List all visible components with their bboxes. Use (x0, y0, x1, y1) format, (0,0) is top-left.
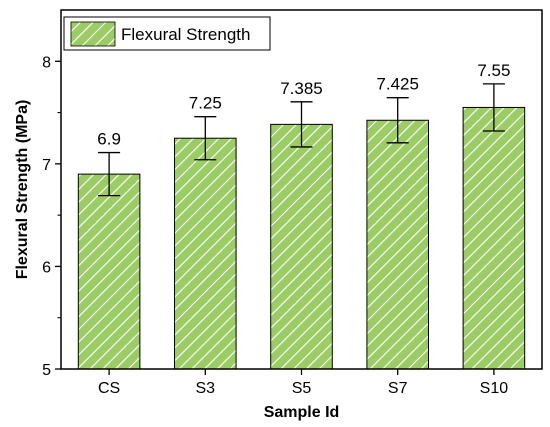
data-label-s5: 7.385 (280, 79, 323, 98)
data-label-s3: 7.25 (189, 94, 222, 113)
error-bar-s10 (482, 83, 505, 132)
error-bar-cs (98, 151, 121, 197)
data-label-cs: 6.9 (97, 130, 121, 149)
y-tick-label-6: 6 (42, 259, 51, 276)
legend: Flexural Strength (63, 16, 271, 51)
x-axis-title: Sample Id (264, 404, 340, 421)
bar-s3 (174, 137, 237, 370)
x-tick-label-s5: S5 (292, 380, 312, 397)
error-bar-s7 (386, 97, 409, 144)
y-tick-label-5: 5 (42, 362, 51, 379)
y-tick-label-7: 7 (42, 157, 51, 174)
x-tick-label-cs: CS (98, 380, 120, 397)
legend-swatch (70, 21, 116, 47)
bar-s7 (366, 119, 429, 370)
y-axis-title: Flexural Strength (MPa) (14, 100, 31, 280)
bar-s10 (462, 106, 526, 370)
x-tick-label-s10: S10 (480, 380, 509, 397)
bar-s5 (270, 123, 333, 370)
data-label-s7: 7.425 (376, 75, 419, 94)
x-tick-label-s3: S3 (196, 380, 216, 397)
legend-label: Flexural Strength (121, 25, 250, 44)
data-label-s10: 7.55 (477, 61, 510, 80)
bar-cs (77, 173, 141, 370)
x-tick-label-s7: S7 (388, 380, 408, 397)
y-tick-label-8: 8 (42, 54, 51, 71)
error-bar-s5 (290, 101, 313, 148)
error-bar-s3 (194, 116, 217, 161)
